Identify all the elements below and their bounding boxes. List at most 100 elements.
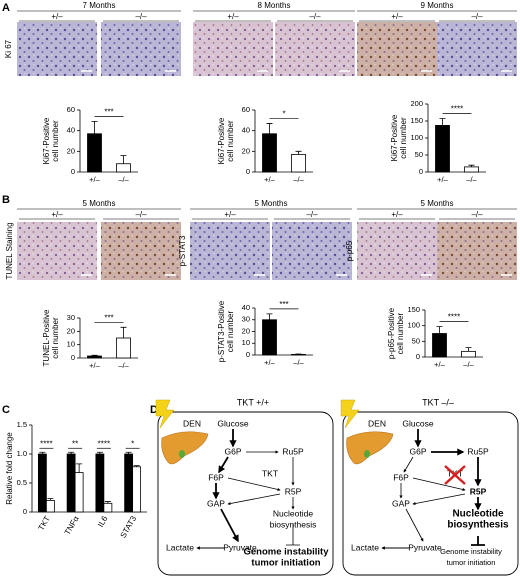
y-tick-label: 100 — [410, 133, 423, 142]
y-tick-label: 1.5 — [17, 420, 27, 429]
pathway-arrow — [227, 477, 281, 491]
bar — [66, 453, 76, 513]
y-tick-label: 0 — [71, 353, 75, 362]
diagram-label: Ru5P — [282, 446, 304, 456]
bar — [95, 453, 105, 513]
bar — [87, 355, 102, 359]
panel-letter: B — [2, 194, 10, 206]
micrograph — [357, 222, 437, 280]
y-tick-label: 150 — [407, 305, 420, 314]
diagram-label: GAP — [207, 498, 225, 508]
bar — [116, 337, 131, 359]
diagram-label: biosynthesis — [447, 520, 509, 531]
error-bar — [295, 150, 302, 155]
diagram-label: Pyruvate — [408, 542, 442, 552]
panel-letter: A — [2, 2, 10, 14]
significance-label: **** — [98, 439, 110, 448]
diagram-label: F6P — [393, 472, 409, 482]
bar — [461, 350, 476, 358]
diagram-label: DEN — [368, 418, 386, 428]
bar — [262, 133, 277, 173]
micrograph — [193, 22, 273, 76]
y-axis-label: cell number — [226, 310, 235, 352]
x-tick-label: –/– — [293, 175, 304, 184]
genotype-label: +/– — [227, 12, 239, 21]
bar — [435, 125, 450, 173]
significance-label: ** — [72, 439, 78, 448]
micrograph — [101, 22, 181, 76]
y-tick-label: 30 — [242, 315, 250, 324]
y-tick-label: 40 — [242, 303, 250, 312]
y-axis-label: cell number — [396, 312, 405, 354]
inhibition-arrow — [286, 524, 300, 546]
y-tick-label: 0.5 — [17, 478, 27, 487]
diagram-label: Nucleotide — [452, 509, 504, 520]
error-bar — [91, 120, 98, 134]
group-title: 5 Months — [255, 199, 288, 208]
micrograph — [17, 222, 97, 280]
genotype-label: –/– — [471, 210, 483, 219]
genotype-label: –/– — [135, 210, 147, 219]
genotype-label: +/– — [51, 210, 63, 219]
error-bar — [104, 501, 111, 504]
diagram-label: Glucose — [402, 418, 433, 428]
x-tick-label: +/– — [89, 175, 100, 184]
genotype-label: –/– — [471, 12, 483, 21]
x-tick-label: –/– — [466, 175, 477, 184]
x-tick-label: +/– — [437, 175, 448, 184]
micrograph — [101, 222, 181, 280]
bar — [74, 472, 84, 513]
x-tick-label: TKT — [37, 514, 52, 532]
pathway-arrow — [227, 493, 281, 506]
micrograph — [190, 222, 270, 280]
y-tick-label: 20 — [67, 326, 75, 335]
group-title: 8 Months — [258, 1, 291, 10]
y-tick-label: 10 — [67, 340, 75, 349]
bar — [432, 333, 447, 358]
inhibition-arrow — [471, 536, 485, 546]
y-tick-label: 60 — [242, 105, 250, 114]
diagram-label: G6P — [409, 446, 426, 456]
diagram-label: Lactate — [166, 542, 194, 552]
group-title: 9 Months — [421, 1, 454, 10]
genotype-label: –/– — [306, 210, 318, 219]
row-label: p-STAT3 — [178, 235, 187, 266]
diagram-label: R5P — [470, 486, 487, 496]
diagram-box — [157, 411, 334, 576]
y-tick-label: 40 — [67, 126, 75, 135]
lightning-icon — [155, 399, 175, 429]
diagram-label: Glucose — [217, 418, 248, 428]
pathway-arrow — [412, 493, 466, 506]
error-bar — [76, 463, 83, 473]
error-bar — [120, 155, 127, 164]
y-tick-label: 0 — [23, 507, 27, 516]
y-tick-label: 200 — [410, 99, 423, 108]
diagram-label: GAP — [392, 498, 410, 508]
pathway-arrow — [403, 456, 414, 473]
diagram-title: TKT –/– — [422, 397, 454, 407]
diagram-label: G6P — [224, 446, 241, 456]
y-axis-label: Ki67-Positive — [217, 117, 226, 164]
error-bar — [47, 498, 54, 501]
y-axis-label: cell number — [51, 317, 60, 359]
knockout-cross — [444, 465, 466, 485]
significance-label: * — [131, 439, 134, 448]
y-tick-label: 150 — [410, 116, 423, 125]
diagram-label: DEN — [183, 418, 201, 428]
x-tick-label: STAT3 — [119, 514, 139, 540]
diagram-label: TKT — [447, 468, 463, 478]
significance-label: *** — [104, 313, 113, 322]
micrograph — [437, 222, 517, 280]
genotype-label: –/– — [309, 12, 321, 21]
diagram-label: R5P — [285, 486, 302, 496]
diagram-label: Lactate — [351, 542, 379, 552]
pathway-arrow — [405, 508, 424, 542]
diagram-label: tumor initiation — [251, 558, 320, 569]
x-tick-label: +/– — [264, 358, 275, 367]
error-bar — [39, 451, 46, 454]
micrograph — [437, 22, 517, 76]
genotype-label: +/– — [391, 210, 403, 219]
error-bar — [439, 118, 446, 126]
y-tick-label: 100 — [407, 321, 420, 330]
